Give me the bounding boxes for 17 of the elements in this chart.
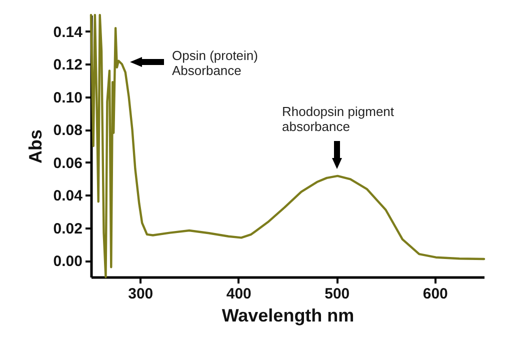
y-tick-label: 0.14 <box>53 24 84 41</box>
x-tick-label: 500 <box>324 286 350 302</box>
x-tick-label: 600 <box>422 286 448 302</box>
line-series <box>90 14 486 278</box>
y-tick-label: 0.00 <box>53 253 82 270</box>
annotation: Opsin (protein) Absorbance <box>172 48 258 78</box>
y-tick-label: 0.02 <box>53 220 82 238</box>
y-tick-label: 0.06 <box>53 154 82 172</box>
y-tick-label: 0.04 <box>53 188 84 205</box>
y-tick-label: 0.08 <box>53 122 82 140</box>
y-tick-label: 0.12 <box>53 56 82 74</box>
x-tick-label: 300 <box>128 286 154 302</box>
annotation: Rhodopsin pigment absorbance <box>282 104 394 134</box>
x-tick-label: 400 <box>226 286 252 302</box>
x-axis-title: Wavelength nm <box>222 306 354 326</box>
y-axis-title: Abs <box>25 129 46 164</box>
y-tick-label: 0.10 <box>53 89 82 106</box>
